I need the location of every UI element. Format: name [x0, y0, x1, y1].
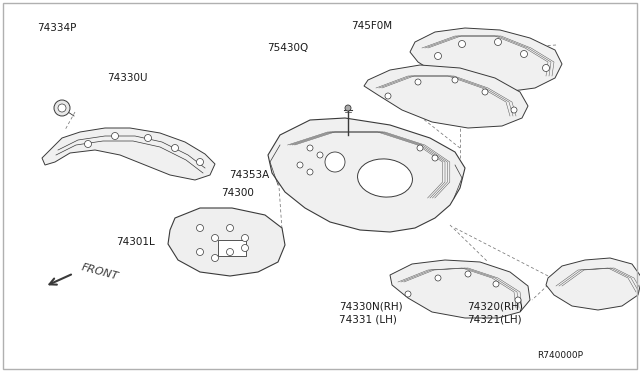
Circle shape: [307, 145, 313, 151]
Circle shape: [511, 107, 517, 113]
Circle shape: [211, 234, 218, 241]
Circle shape: [196, 248, 204, 256]
Circle shape: [458, 41, 465, 48]
Circle shape: [543, 64, 550, 71]
Circle shape: [317, 152, 323, 158]
Circle shape: [172, 144, 179, 151]
Circle shape: [345, 105, 351, 111]
Text: 74320(RH): 74320(RH): [467, 302, 523, 312]
Circle shape: [241, 234, 248, 241]
Circle shape: [432, 155, 438, 161]
Circle shape: [493, 281, 499, 287]
Text: R740000P: R740000P: [538, 351, 584, 360]
Polygon shape: [364, 65, 528, 128]
Polygon shape: [268, 118, 465, 232]
Circle shape: [495, 38, 502, 45]
Circle shape: [227, 248, 234, 256]
FancyBboxPatch shape: [218, 240, 246, 256]
Circle shape: [196, 158, 204, 166]
Text: 74334P: 74334P: [37, 23, 77, 33]
Circle shape: [417, 145, 423, 151]
Text: 745F0M: 745F0M: [351, 21, 392, 31]
Circle shape: [211, 254, 218, 262]
Circle shape: [325, 152, 345, 172]
Text: 74331 (LH): 74331 (LH): [339, 315, 397, 325]
Circle shape: [520, 51, 527, 58]
Circle shape: [435, 52, 442, 60]
Text: FRONT: FRONT: [80, 262, 119, 281]
Circle shape: [465, 271, 471, 277]
Circle shape: [515, 297, 521, 303]
Circle shape: [145, 135, 152, 141]
Text: 74321(LH): 74321(LH): [467, 315, 522, 325]
Circle shape: [54, 100, 70, 116]
Circle shape: [405, 291, 411, 297]
Circle shape: [297, 162, 303, 168]
Text: 75430Q: 75430Q: [268, 44, 308, 53]
Circle shape: [415, 79, 421, 85]
Circle shape: [111, 132, 118, 140]
Circle shape: [196, 224, 204, 231]
Text: 74300: 74300: [221, 189, 253, 198]
Text: 74330U: 74330U: [108, 73, 148, 83]
Polygon shape: [42, 128, 215, 180]
Text: 74353A: 74353A: [229, 170, 269, 180]
Polygon shape: [410, 28, 562, 92]
Ellipse shape: [358, 159, 412, 197]
Polygon shape: [546, 258, 640, 310]
Text: 74301L: 74301L: [116, 237, 156, 247]
Circle shape: [58, 104, 66, 112]
Circle shape: [452, 77, 458, 83]
Polygon shape: [168, 208, 285, 276]
Circle shape: [435, 275, 441, 281]
Text: 74330N(RH): 74330N(RH): [339, 302, 403, 312]
Polygon shape: [390, 260, 530, 318]
Circle shape: [241, 244, 248, 251]
Circle shape: [227, 224, 234, 231]
Circle shape: [307, 169, 313, 175]
Circle shape: [84, 141, 92, 148]
Circle shape: [385, 93, 391, 99]
Circle shape: [482, 89, 488, 95]
